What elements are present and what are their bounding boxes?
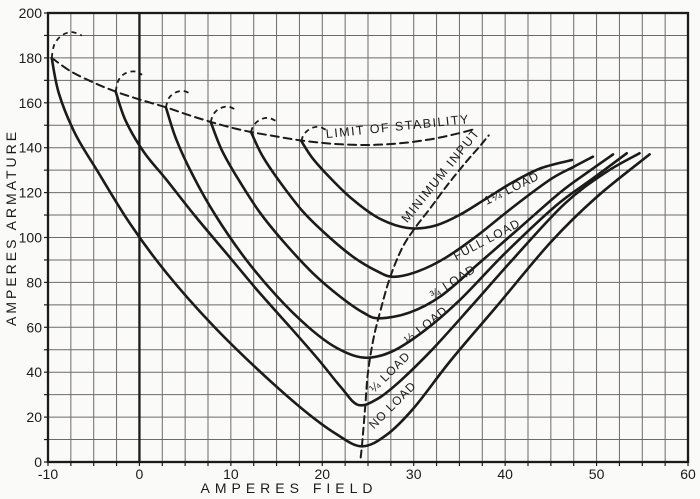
x-tick-label: 10 — [223, 466, 239, 482]
y-tick-label: 100 — [19, 230, 43, 246]
curve-one-and-quarter-load — [300, 139, 574, 230]
x-tick-label: -10 — [38, 466, 58, 482]
y-axis-title: AMPERES ARMATURE — [3, 128, 19, 326]
y-tick-label: 20 — [26, 409, 42, 425]
instability-hook-half-load — [165, 89, 191, 108]
curve-quarter-load — [114, 90, 641, 407]
x-tick-label: 20 — [314, 466, 330, 482]
curve-three-quarter-load — [209, 120, 615, 320]
one-and-quarter-load-label: 1¼ LOAD — [482, 169, 542, 208]
x-tick-label: 40 — [497, 466, 513, 482]
instability-hook-three-quarter-load — [209, 105, 236, 123]
half-load-label: ½ LOAD — [401, 303, 450, 347]
y-tick-label: 0 — [34, 454, 42, 470]
x-tick-label: 30 — [406, 466, 422, 482]
y-tick-label: 120 — [19, 185, 43, 201]
curve-half-load — [164, 106, 628, 360]
minimum-input-label: MINIMUM INPUT — [399, 126, 483, 226]
tick-labels: -10 0 10 20 30 40 50 60020406080100120140160180… — [19, 5, 696, 482]
x-tick-label: 0 — [136, 466, 144, 482]
x-tick-label: 50 — [589, 466, 605, 482]
axis-ticks — [44, 12, 689, 466]
instability-hook-full-load — [250, 116, 277, 133]
y-tick-label: 200 — [19, 5, 43, 21]
y-tick-label: 180 — [19, 50, 43, 66]
y-tick-label: 40 — [26, 364, 42, 380]
three-quarter-load-label: ¾ LOAD — [427, 262, 478, 302]
y-tick-label: 160 — [19, 95, 43, 111]
grid — [48, 13, 688, 462]
x-axis-title: AMPERES FIELD — [200, 480, 378, 496]
y-tick-label: 140 — [19, 140, 43, 156]
curve-limit-of-stability — [50, 56, 477, 147]
y-tick-label: 80 — [26, 274, 42, 290]
curve-no-load — [50, 56, 651, 448]
instability-hook-no-load — [50, 31, 83, 59]
limit-of-stability-label: LIMIT OF STABILITY — [325, 112, 470, 141]
instability-hook-one-and-quarter-load — [300, 125, 327, 142]
instability-hook-quarter-load — [114, 70, 143, 92]
curve-full-load — [249, 130, 595, 279]
curve-minimum-input — [359, 134, 490, 459]
y-tick-label: 60 — [26, 319, 42, 335]
x-tick-label: 60 — [680, 466, 696, 482]
